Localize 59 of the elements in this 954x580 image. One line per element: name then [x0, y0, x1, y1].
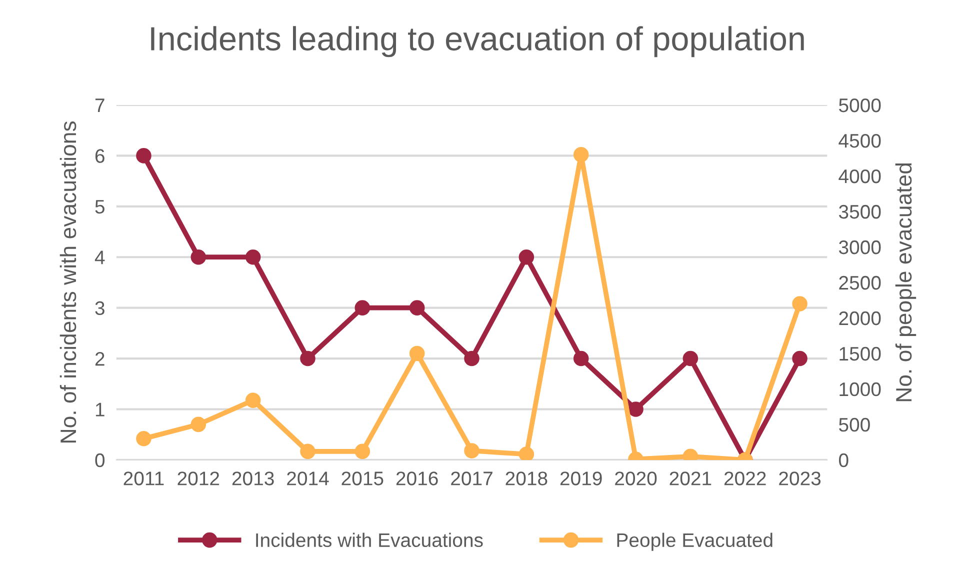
x-tick-label: 2016 — [396, 472, 438, 486]
point — [190, 416, 206, 432]
point — [136, 148, 152, 164]
x-tick-label: 2023 — [779, 472, 821, 486]
y2-tick-label: 2000 — [839, 311, 881, 326]
y2-tick-label: 1000 — [840, 382, 881, 396]
y2-axis-title: No. of people evacuated — [895, 163, 916, 402]
x-tick-label: 2017 — [451, 472, 492, 486]
point — [245, 249, 261, 265]
point — [464, 443, 480, 458]
point — [354, 444, 370, 460]
legend-label: People Evacuated — [617, 532, 772, 551]
point — [628, 402, 644, 417]
point — [518, 446, 534, 460]
point — [573, 147, 589, 162]
y-tick-label: 5 — [95, 200, 104, 214]
point — [190, 249, 206, 265]
y-axis-title: No. of incidents with evacuations — [60, 121, 76, 442]
y-tick-label: 1 — [96, 402, 104, 416]
y2-tick-label: 4000 — [838, 169, 881, 184]
legend-label: Incidents with Evacuations — [256, 532, 483, 548]
y2-tick-label: 5000 — [839, 98, 881, 112]
point — [518, 249, 534, 265]
y2-tick-label: 2500 — [839, 276, 881, 290]
x-tick-label: 2014 — [287, 472, 329, 486]
y-tick-label: 4 — [94, 250, 105, 264]
y2-tick-label: 0 — [838, 453, 848, 468]
point — [245, 392, 261, 408]
point — [409, 346, 425, 362]
y-tick-label: 6 — [95, 149, 104, 163]
point — [464, 350, 480, 366]
x-tick-label: 2011 — [124, 472, 164, 486]
y2-tick-label: 3500 — [838, 204, 881, 219]
y2-tick-label: 3000 — [838, 240, 881, 254]
x-tick-label: 2012 — [178, 472, 220, 486]
point — [792, 296, 808, 312]
point — [573, 350, 589, 366]
y-tick-label: 2 — [95, 352, 104, 366]
point — [300, 444, 316, 460]
point — [136, 431, 152, 446]
y-tick-label: 0 — [95, 453, 105, 468]
chart-title: Incidents leading to evacuation of population — [151, 26, 804, 58]
y2-tick-label: 1500 — [840, 346, 881, 361]
y-tick-label: 7 — [95, 98, 104, 112]
point — [682, 350, 698, 366]
x-tick-label: 2015 — [342, 472, 384, 486]
point — [354, 300, 370, 316]
point — [792, 350, 808, 366]
y-tick-label: 3 — [95, 301, 104, 316]
y2-tick-label: 4500 — [838, 134, 881, 148]
x-tick-label: 2020 — [615, 472, 657, 486]
x-tick-label: 2018 — [506, 472, 548, 486]
y2-tick-label: 500 — [839, 418, 870, 432]
x-tick-label: 2021 — [670, 472, 712, 486]
x-tick-label: 2022 — [724, 472, 766, 486]
point — [300, 350, 316, 366]
x-tick-label: 2019 — [560, 472, 602, 486]
x-tick-label: 2013 — [232, 472, 274, 486]
point — [409, 300, 425, 316]
